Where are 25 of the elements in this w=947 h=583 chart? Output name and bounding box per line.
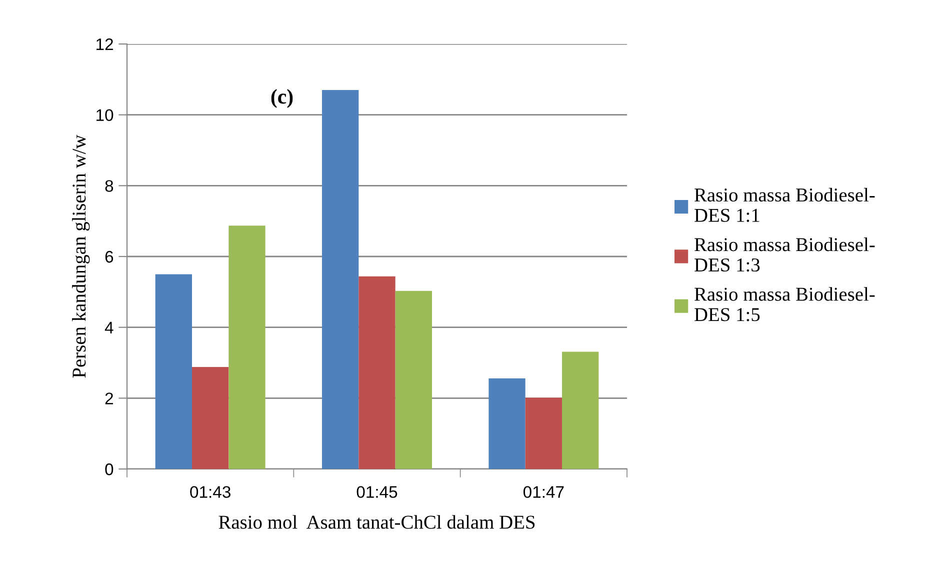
y-tick-label: 10	[96, 109, 114, 122]
y-tick-label: 12	[96, 38, 113, 50]
bar	[562, 352, 599, 469]
y-tick-label: 6	[105, 250, 114, 263]
annotation: (c)	[271, 89, 293, 108]
y-tick-label: 2	[105, 392, 113, 404]
bar	[228, 226, 266, 469]
y-tick-label: 4	[104, 322, 114, 334]
bar	[488, 378, 526, 469]
y-tick-label: 0	[105, 463, 114, 476]
legend-label: Rasio massa Biodiesel- DES 1:3	[694, 238, 875, 272]
bar	[395, 290, 432, 469]
bar	[358, 276, 396, 469]
bar	[155, 274, 192, 469]
x-axis-title: Rasio mol Asam tanat-ChCl dalam DES	[218, 515, 535, 529]
x-tick-label: 01:47	[523, 486, 564, 498]
bar	[322, 90, 359, 469]
y-tick-label: 8	[105, 180, 114, 192]
legend-label: Rasio massa Biodiesel- DES 1:5	[694, 287, 875, 322]
x-tick-label: 01:43	[190, 486, 230, 498]
y-axis-title: Persen kandungan gliserin w/w	[72, 134, 90, 378]
x-tick-label: 01:45	[356, 486, 398, 498]
bar	[525, 398, 562, 469]
bar	[192, 367, 229, 469]
legend-label: Rasio massa Biodiesel- DES 1:1	[694, 188, 875, 222]
